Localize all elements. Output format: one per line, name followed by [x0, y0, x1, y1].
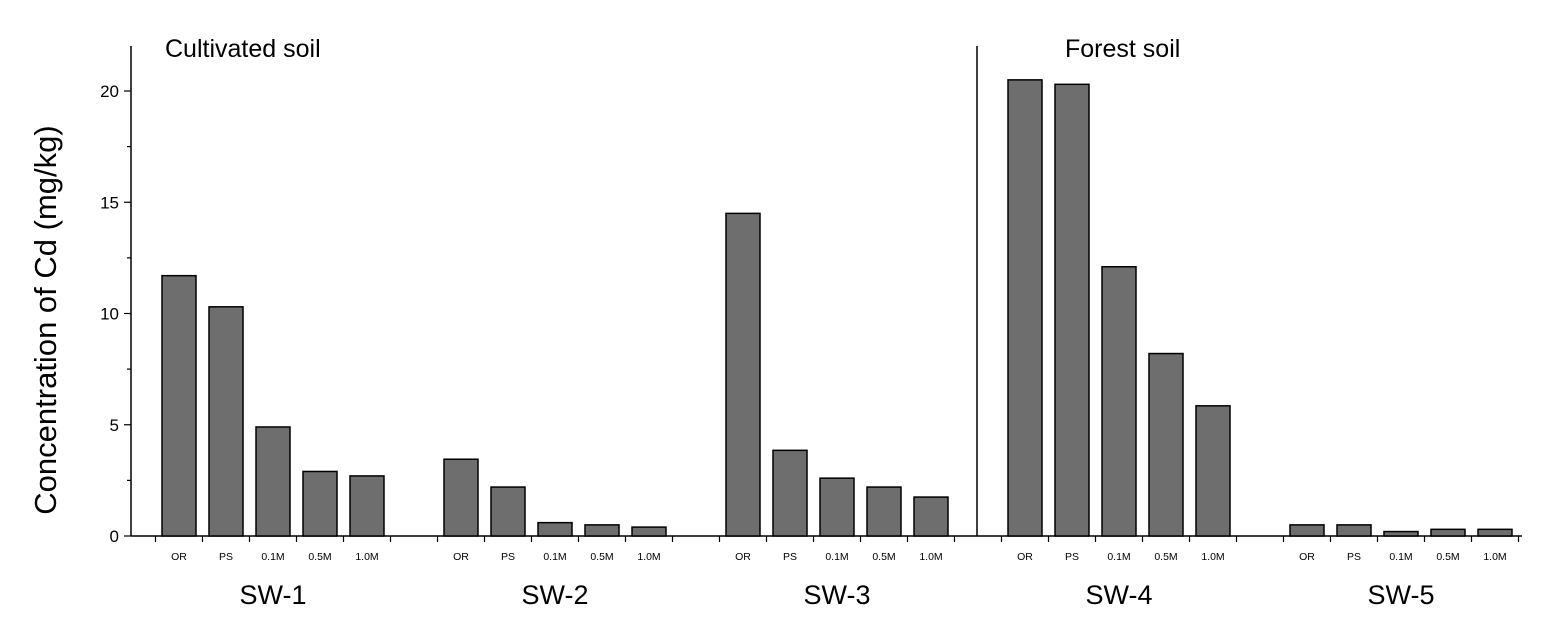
x-tick-label: 0.5M	[590, 551, 613, 563]
group-label-sw-5: SW-5	[1367, 580, 1434, 610]
bar-sw-5-01m	[1383, 530, 1419, 537]
x-tick-label: PS	[501, 551, 515, 563]
bar-sw-3-05m	[866, 486, 902, 537]
x-tick-label: 0.1M	[1389, 551, 1412, 563]
x-tick-label: PS	[219, 551, 233, 563]
x-tick-label: 0.1M	[825, 551, 848, 563]
bar-sw-2-10m	[631, 526, 667, 537]
x-tick-label: OR	[453, 551, 469, 563]
bar-sw-1-ps	[208, 306, 244, 537]
bar-sw-3-ps	[772, 449, 808, 537]
x-tick-label: 1.0M	[637, 551, 660, 563]
bar-sw-1-05m	[302, 470, 338, 537]
bar-sw-2-05m	[584, 524, 620, 537]
bar-sw-5-05m	[1430, 528, 1466, 537]
x-tick-label: 1.0M	[919, 551, 942, 563]
bar-sw-5-ps	[1336, 524, 1372, 537]
bar-sw-1-10m	[349, 475, 385, 537]
x-tick-label: 1.0M	[1201, 551, 1224, 563]
bar-sw-3-10m	[913, 496, 949, 537]
y-tick-label: 5	[110, 416, 119, 435]
y-tick-label: 10	[100, 305, 119, 324]
y-axis-label: Concentration of Cd (mg/kg)	[28, 125, 63, 514]
x-tick-label: 0.5M	[1436, 551, 1459, 563]
x-tick-label: OR	[1017, 551, 1033, 563]
x-tick-label: 0.1M	[543, 551, 566, 563]
bar-sw-5-10m	[1477, 528, 1513, 537]
x-tick-label: PS	[1065, 551, 1079, 563]
bar-sw-4-01m	[1101, 266, 1137, 537]
x-tick-label: 1.0M	[355, 551, 378, 563]
annotation-forest-soil: Forest soil	[1065, 35, 1180, 63]
x-tick-label: PS	[1347, 551, 1361, 563]
group-label-sw-4: SW-4	[1085, 580, 1152, 610]
bar-sw-2-01m	[537, 521, 573, 537]
annotation-cultivated-soil: Cultivated soil	[165, 35, 321, 63]
y-tick-label: 20	[100, 82, 119, 101]
bars	[161, 79, 1513, 537]
labels: OR PS 0.1M 0.5M 1.0M SW-1 OR PS 0.1M 0.5M 1.0M SW-2…	[171, 551, 1507, 610]
x-tick-label: 0.5M	[1154, 551, 1177, 563]
bar-sw-5-or	[1289, 524, 1325, 537]
bar-sw-2-or	[443, 458, 479, 537]
x-tick-label: OR	[1299, 551, 1315, 563]
x-tick-label: 0.1M	[261, 551, 284, 563]
y-tick-label: 0	[110, 527, 119, 546]
bar-sw-4-05m	[1148, 352, 1184, 537]
x-tick-label: 0.1M	[1107, 551, 1130, 563]
x-tick-label: 1.0M	[1483, 551, 1506, 563]
y-axis: 0 5 10 15 20	[100, 46, 132, 546]
bar-sw-1-01m	[255, 426, 291, 537]
group-label-sw-3: SW-3	[803, 580, 870, 610]
bar-sw-4-10m	[1195, 405, 1231, 537]
group-label-sw-2: SW-2	[521, 580, 588, 610]
x-tick-label: OR	[171, 551, 187, 563]
x-tick-label: OR	[735, 551, 751, 563]
x-tick-label: 0.5M	[872, 551, 895, 563]
bar-sw-1-or	[161, 274, 197, 537]
x-tick-label: 0.5M	[308, 551, 331, 563]
bar-sw-3-01m	[819, 477, 855, 537]
bar-sw-2-ps	[490, 486, 526, 537]
bar-sw-4-or	[1007, 79, 1043, 537]
x-axis	[131, 535, 1522, 542]
group-label-sw-1: SW-1	[239, 580, 306, 610]
bar-sw-4-ps	[1054, 83, 1090, 537]
x-tick-label: PS	[783, 551, 797, 563]
y-tick-label: 15	[100, 193, 119, 212]
bar-sw-3-or	[725, 212, 761, 537]
